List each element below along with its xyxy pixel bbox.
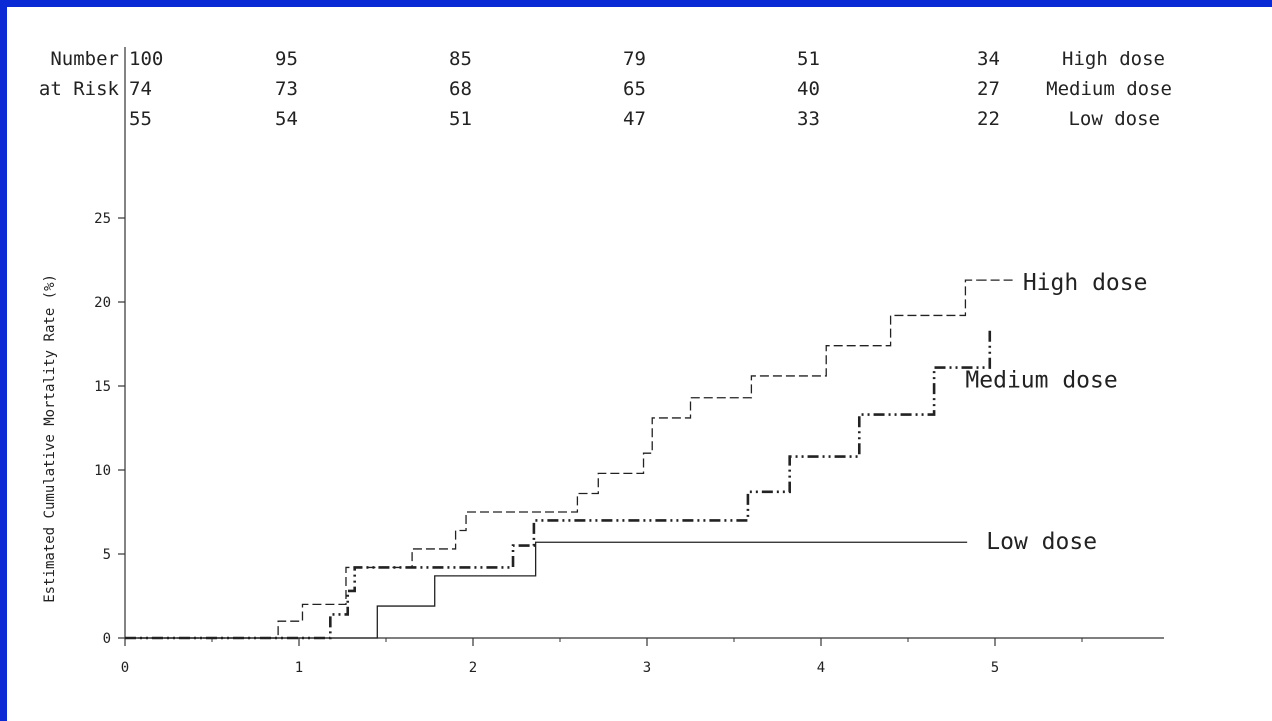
risk-value: 65 xyxy=(623,78,646,100)
risk-value: 54 xyxy=(275,108,298,130)
risk-value: 47 xyxy=(623,108,646,130)
risk-header-line-2: at Risk xyxy=(39,78,120,100)
risk-value: 74 xyxy=(129,78,152,100)
risk-value: 100 xyxy=(129,48,163,70)
risk-value: 22 xyxy=(977,108,1000,130)
risk-value: 51 xyxy=(797,48,820,70)
x-tick-label: 5 xyxy=(991,660,999,676)
series-layer: High dose Medium dose Low dose xyxy=(125,270,1148,640)
risk-value: 79 xyxy=(623,48,646,70)
y-axis-title: Estimated Cumulative Mortality Rate (%) xyxy=(42,274,58,603)
risk-value: 51 xyxy=(449,108,472,130)
risk-value: 68 xyxy=(449,78,472,100)
risk-value: 73 xyxy=(275,78,298,100)
km-chart: Estimated Cumulative Mortality Rate (%) … xyxy=(39,47,1172,676)
series-label-low-dose: Low dose xyxy=(986,529,1097,555)
risk-group-label: Medium dose xyxy=(1046,78,1172,100)
y-tick-label: 25 xyxy=(94,211,111,227)
series-label-high-dose: High dose xyxy=(1023,270,1148,296)
risk-value: 27 xyxy=(977,78,1000,100)
x-tick-label: 2 xyxy=(469,660,477,676)
x-tick-label: 0 xyxy=(121,660,129,676)
y-tick-label: 0 xyxy=(103,631,111,647)
risk-value: 95 xyxy=(275,48,298,70)
series-label-medium-dose: Medium dose xyxy=(965,368,1117,394)
chart-panel: Estimated Cumulative Mortality Rate (%) … xyxy=(7,7,1272,721)
x-tick-label: 3 xyxy=(643,660,651,676)
risk-group-label: High dose xyxy=(1062,48,1165,70)
y-tick-label: 5 xyxy=(103,547,111,563)
y-tick-label: 15 xyxy=(94,379,111,395)
risk-group-label: Low dose xyxy=(1068,108,1160,130)
ticks: 0 1 2 3 4 5 0 5 10 15 20 25 xyxy=(94,211,1083,676)
risk-header-line-1: Number xyxy=(50,48,119,70)
risk-value: 55 xyxy=(129,108,152,130)
risk-value: 85 xyxy=(449,48,472,70)
risk-value: 34 xyxy=(977,48,1000,70)
y-tick-label: 10 xyxy=(94,463,111,479)
series-line-high-dose xyxy=(125,279,978,639)
series-line-medium-dose xyxy=(125,327,992,640)
x-tick-label: 1 xyxy=(295,660,303,676)
number-at-risk-table: Number at Risk 100 95 85 79 51 34 High dose 74 7… xyxy=(39,48,1172,130)
x-tick-label: 4 xyxy=(817,660,825,676)
risk-value: 40 xyxy=(797,78,820,100)
risk-value: 33 xyxy=(797,108,820,130)
series-line-low-dose xyxy=(125,541,968,639)
y-tick-label: 20 xyxy=(94,295,111,311)
